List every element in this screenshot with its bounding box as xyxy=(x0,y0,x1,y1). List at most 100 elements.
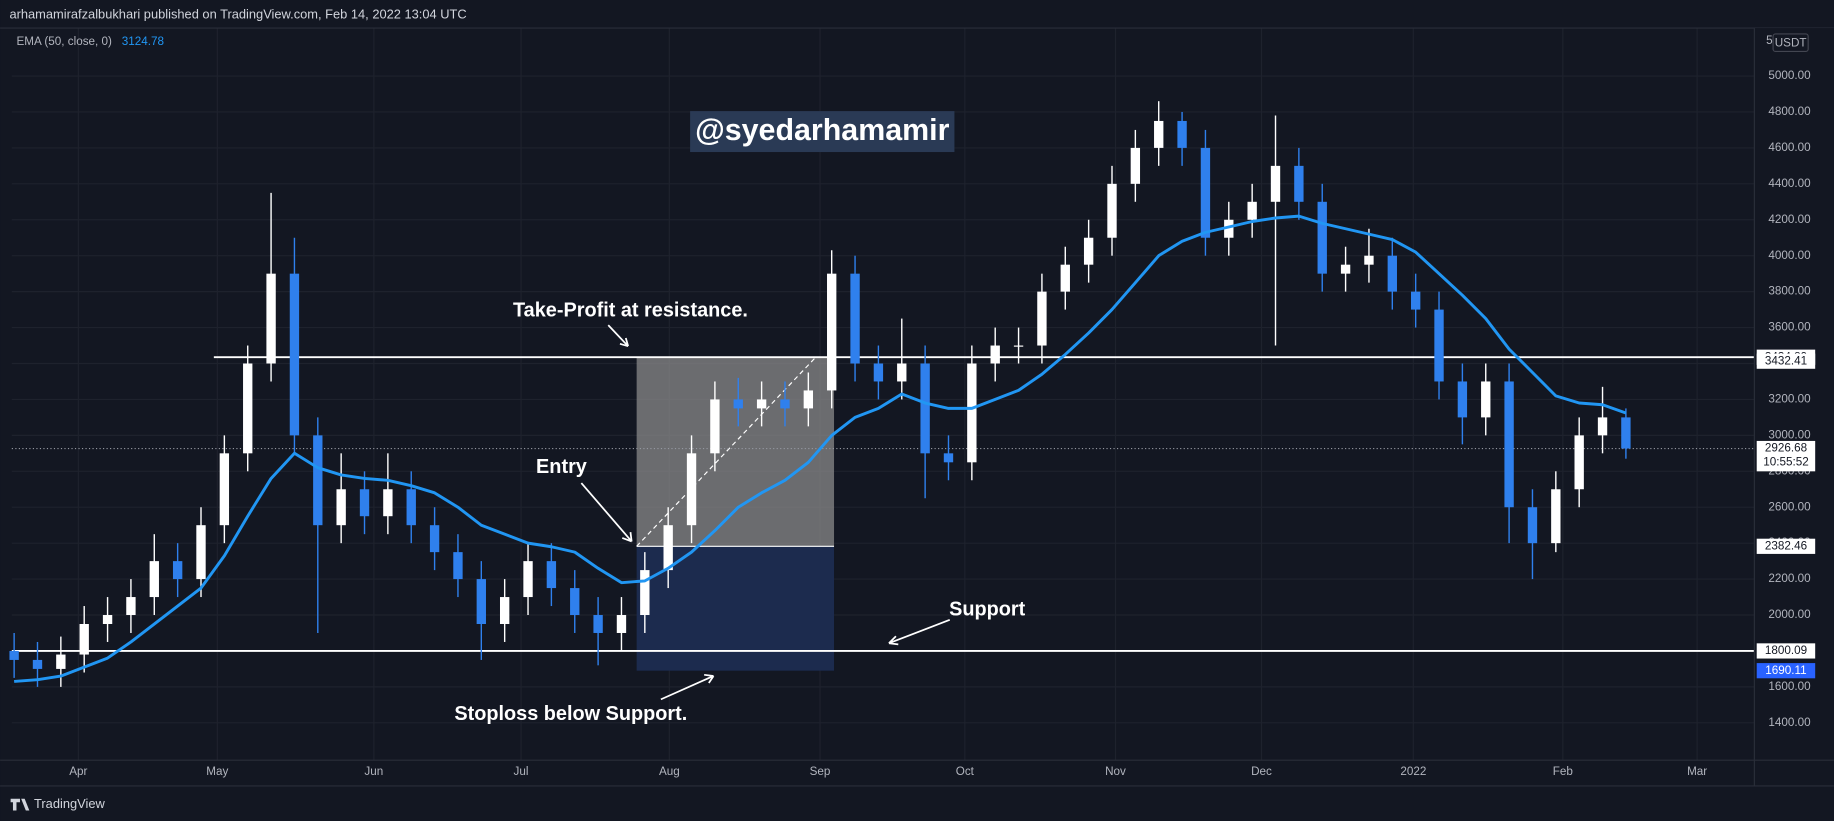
x-tick-label: Mar xyxy=(1687,765,1707,778)
candle-body xyxy=(1107,183,1117,238)
candle-body xyxy=(1294,165,1304,202)
countdown: 10:55:52 xyxy=(1763,456,1809,469)
annotation: Take-Profit at resistance. xyxy=(513,299,748,321)
indicator-name: EMA (50, close, 0) xyxy=(16,35,112,48)
y-tick-label: 4800.00 xyxy=(1768,105,1811,118)
candle-body xyxy=(1247,201,1257,220)
candle-body xyxy=(803,390,814,409)
axes: 1400.001600.001800.002000.002200.002400.… xyxy=(69,69,1816,778)
candle-body xyxy=(1083,237,1094,265)
candle-body xyxy=(383,489,393,517)
candle-body xyxy=(149,561,159,598)
candle-body xyxy=(990,345,1000,364)
candle-body xyxy=(523,561,533,598)
price-label-box xyxy=(1756,643,1816,659)
y-tick-label: 2600.00 xyxy=(1768,500,1811,513)
y-tick-label: 4400.00 xyxy=(1768,177,1811,190)
plot xyxy=(9,101,1755,687)
x-tick-label: Dec xyxy=(1251,765,1272,778)
candle-body xyxy=(1457,381,1468,418)
x-tick-label: May xyxy=(206,765,228,778)
price-label-box xyxy=(1756,663,1816,679)
candle-body xyxy=(570,588,580,616)
candle-body xyxy=(219,453,230,526)
price-label-box xyxy=(1756,353,1816,369)
x-tick-label: Sep xyxy=(810,765,831,778)
candle-body xyxy=(172,561,183,580)
candle-body xyxy=(1037,291,1047,346)
x-tick-label: Aug xyxy=(659,765,680,778)
candle-body xyxy=(196,525,206,580)
y-tick-label: 4200.00 xyxy=(1768,213,1811,226)
arrow xyxy=(660,673,715,701)
price-label: 2926.68 xyxy=(1765,442,1807,455)
candle-body xyxy=(429,525,440,553)
candle-body xyxy=(897,363,907,382)
annotation: Stoploss below Support. xyxy=(454,703,687,725)
currency-box xyxy=(1772,33,1809,53)
candle-body xyxy=(1481,381,1491,418)
x-tick-label: Feb xyxy=(1553,765,1574,778)
x-tick-label: 2022 xyxy=(1400,765,1426,778)
y-tick-label: 3600.00 xyxy=(1768,321,1811,334)
candle-body xyxy=(967,363,977,463)
y-tick-label: 2200.00 xyxy=(1768,572,1811,585)
candle-body xyxy=(499,597,510,625)
profit-zone xyxy=(636,357,835,547)
candle-body xyxy=(1410,291,1421,310)
candle-body xyxy=(32,659,43,669)
axis-scale: 5 xyxy=(1766,34,1773,47)
candle-body xyxy=(289,273,300,436)
candle-body xyxy=(1504,381,1514,508)
candle-body xyxy=(1154,120,1164,148)
footer-brand: TradingView xyxy=(34,796,105,811)
candle-body xyxy=(1434,309,1444,382)
y-tick-label: 1600.00 xyxy=(1768,680,1811,693)
candle-body xyxy=(1270,165,1281,202)
x-tick-label: Jun xyxy=(364,765,383,778)
y-tick-label: 3800.00 xyxy=(1768,285,1811,298)
watermark-box xyxy=(690,111,955,153)
candle-body xyxy=(1060,264,1070,292)
candle-body xyxy=(476,579,486,625)
ema-line xyxy=(14,214,1627,683)
candle-body xyxy=(313,435,323,526)
candle-body xyxy=(920,363,930,454)
x-tick-label: Nov xyxy=(1105,765,1126,778)
x-tick-label: Apr xyxy=(69,765,87,778)
candle-body xyxy=(1200,147,1211,238)
price-label: 1690.11 xyxy=(1765,664,1806,677)
y-tick-label: 2000.00 xyxy=(1768,608,1811,621)
arrow xyxy=(607,324,629,348)
footer-logo xyxy=(10,798,30,811)
candle-body xyxy=(1621,417,1631,449)
candle-body xyxy=(453,552,463,580)
candle-body xyxy=(1527,507,1538,544)
candle-body xyxy=(79,624,89,655)
currency: USDT xyxy=(1775,36,1807,49)
candle-body xyxy=(873,363,884,382)
candle-body xyxy=(710,399,720,454)
candle-body xyxy=(1177,120,1187,148)
candle-body xyxy=(663,525,673,571)
candle-body xyxy=(943,453,954,463)
x-tick-label: Jul xyxy=(514,765,529,778)
candle-body xyxy=(1551,489,1561,544)
candle-body xyxy=(733,399,743,409)
candle-body xyxy=(406,489,416,526)
watermark: @syedarhamamir xyxy=(695,113,949,147)
candle-body xyxy=(1340,264,1351,274)
candle-body xyxy=(9,650,19,660)
arrows xyxy=(580,324,951,701)
candle-body xyxy=(1574,435,1584,490)
header-title: arhamamirafzalbukhari published on Tradi… xyxy=(9,7,466,22)
arrow xyxy=(580,482,633,543)
y-tick-label: 4000.00 xyxy=(1768,249,1811,262)
annotation: Entry xyxy=(536,456,587,478)
candle-body xyxy=(1597,417,1608,436)
candle-body xyxy=(756,399,767,409)
candle-body xyxy=(1387,255,1397,292)
y-tick-label: 3200.00 xyxy=(1768,393,1811,406)
candle-body xyxy=(126,597,136,616)
